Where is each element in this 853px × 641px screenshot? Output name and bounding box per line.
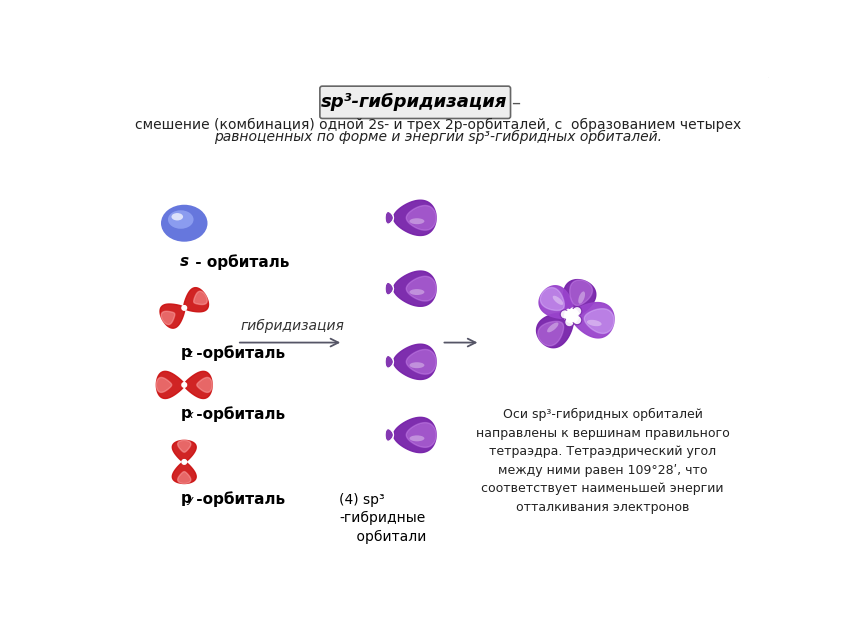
Text: z: z: [186, 349, 192, 359]
Ellipse shape: [161, 204, 207, 242]
Text: p: p: [180, 406, 191, 422]
Polygon shape: [160, 304, 184, 328]
Ellipse shape: [586, 320, 601, 326]
Circle shape: [572, 315, 581, 325]
Text: p: p: [180, 345, 191, 360]
FancyBboxPatch shape: [104, 74, 770, 573]
Circle shape: [182, 460, 186, 464]
Polygon shape: [177, 472, 190, 483]
Polygon shape: [583, 309, 613, 333]
Polygon shape: [177, 440, 190, 452]
Polygon shape: [564, 315, 575, 323]
Polygon shape: [406, 349, 436, 374]
Text: x: x: [186, 410, 193, 420]
Polygon shape: [406, 422, 436, 447]
Polygon shape: [385, 282, 393, 295]
Text: гибридизация: гибридизация: [240, 319, 344, 333]
Text: y: y: [186, 495, 193, 505]
Text: Оси sp³-гибридных орбиталей
направлены к вершинам правильного
тетраэдра. Тетраэд: Оси sp³-гибридных орбиталей направлены к…: [475, 408, 728, 513]
Circle shape: [182, 306, 186, 310]
Polygon shape: [563, 279, 595, 316]
Polygon shape: [393, 417, 436, 453]
Polygon shape: [570, 308, 578, 318]
Ellipse shape: [409, 435, 424, 441]
Circle shape: [564, 317, 573, 327]
Polygon shape: [564, 310, 572, 320]
Polygon shape: [393, 344, 436, 379]
FancyBboxPatch shape: [320, 86, 510, 119]
Polygon shape: [196, 378, 212, 392]
Text: sp³-гибридизация: sp³-гибридизация: [321, 93, 507, 112]
Polygon shape: [385, 212, 393, 224]
Circle shape: [565, 310, 577, 322]
Ellipse shape: [409, 362, 424, 368]
Polygon shape: [156, 371, 184, 399]
Polygon shape: [537, 321, 563, 345]
Polygon shape: [393, 200, 436, 235]
Text: s: s: [179, 254, 189, 269]
Polygon shape: [161, 312, 175, 324]
Polygon shape: [172, 440, 196, 462]
Text: –: –: [511, 94, 519, 112]
Polygon shape: [393, 271, 436, 306]
Circle shape: [182, 383, 186, 387]
Text: -орбиталь: -орбиталь: [191, 345, 285, 361]
Polygon shape: [570, 313, 578, 323]
Polygon shape: [183, 288, 208, 312]
Text: -орбиталь: -орбиталь: [191, 491, 285, 507]
Polygon shape: [569, 280, 592, 306]
Text: p: p: [180, 491, 191, 506]
Text: -орбиталь: -орбиталь: [191, 406, 285, 422]
Polygon shape: [194, 291, 207, 304]
Circle shape: [572, 306, 581, 316]
Polygon shape: [538, 286, 572, 319]
Ellipse shape: [409, 218, 424, 224]
Polygon shape: [385, 355, 393, 368]
Ellipse shape: [552, 296, 563, 305]
Ellipse shape: [409, 289, 424, 295]
Ellipse shape: [171, 213, 183, 221]
Ellipse shape: [168, 210, 194, 229]
Polygon shape: [406, 276, 436, 301]
Polygon shape: [571, 303, 613, 338]
Polygon shape: [385, 429, 393, 442]
Text: (4) sp³
-гибридные
    орбитали: (4) sp³ -гибридные орбитали: [339, 493, 426, 544]
Polygon shape: [406, 206, 436, 230]
Polygon shape: [156, 378, 171, 392]
Text: - орбиталь: - орбиталь: [190, 254, 289, 270]
Text: смешение (комбинация) одной 2s- и трех 2p-орбиталей, с  образованием четырех: смешение (комбинация) одной 2s- и трех 2…: [135, 117, 740, 131]
Ellipse shape: [577, 292, 584, 304]
Polygon shape: [536, 313, 572, 347]
Text: равноценных по форме и энергии sp³-гибридных орбиталей.: равноценных по форме и энергии sp³-гибри…: [213, 130, 661, 144]
Ellipse shape: [547, 322, 558, 333]
Polygon shape: [172, 462, 196, 483]
Circle shape: [560, 310, 569, 319]
Polygon shape: [184, 371, 212, 399]
Polygon shape: [540, 288, 564, 310]
